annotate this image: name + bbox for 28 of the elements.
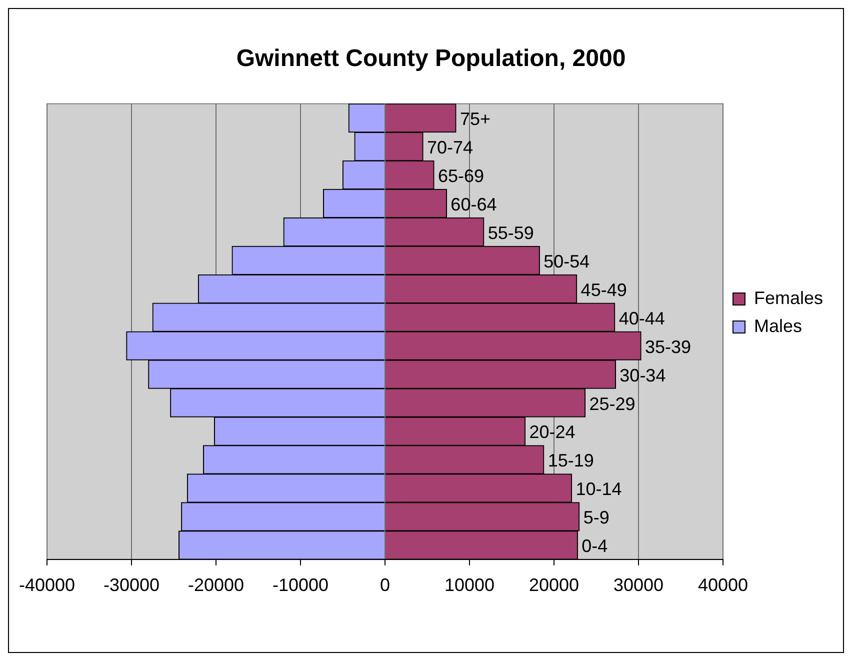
chart-title: Gwinnett County Population, 2000 xyxy=(236,45,626,72)
x-tick-label: 40000 xyxy=(698,575,748,596)
x-tick-label: -10000 xyxy=(272,575,329,596)
y-tick-label: 50-54 xyxy=(544,251,590,272)
y-tick-label: 5-9 xyxy=(583,508,610,528)
y-tick-label: 55-59 xyxy=(488,222,534,243)
x-tick-label: 30000 xyxy=(613,575,664,596)
x-tick-label: -30000 xyxy=(103,575,160,596)
y-tick-label: 20-24 xyxy=(529,422,576,442)
y-tick-label: 0-4 xyxy=(582,536,608,556)
y-tick-label: 60-64 xyxy=(450,194,497,214)
y-tick-label: 35-39 xyxy=(645,336,692,357)
y-tick-label: 40-44 xyxy=(618,308,665,328)
y-tick-label: 75+ xyxy=(460,109,491,130)
y-tick-label: 30-34 xyxy=(620,365,666,386)
y-tick-label: 25-29 xyxy=(589,394,636,414)
x-tick-label: -40000 xyxy=(18,575,76,596)
x-tick-label: 0 xyxy=(380,575,390,596)
x-tick-label: 20000 xyxy=(528,575,580,596)
legend-label: Males xyxy=(754,316,802,336)
x-tick-label: -20000 xyxy=(188,575,244,596)
y-tick-label: 45-49 xyxy=(580,280,627,300)
y-tick-label: 10-14 xyxy=(576,479,622,500)
x-tick-label: 10000 xyxy=(444,575,495,596)
legend-label: Females xyxy=(754,288,824,308)
y-tick-label: 15-19 xyxy=(548,450,594,471)
y-tick-label: 65-69 xyxy=(438,166,484,186)
y-tick-label: 70-74 xyxy=(427,137,474,158)
